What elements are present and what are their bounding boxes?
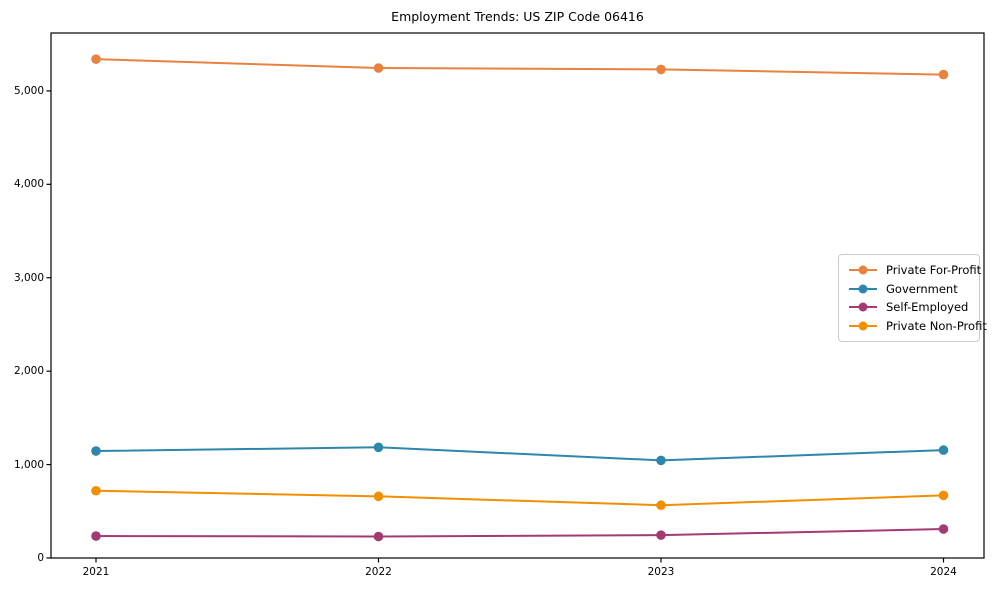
legend-marker-icon	[849, 284, 877, 294]
data-point	[656, 500, 666, 511]
data-point	[91, 531, 101, 541]
x-tick-label: 2022	[365, 566, 392, 578]
data-point	[373, 531, 384, 542]
axes-spines	[50, 32, 985, 559]
series-line	[95, 489, 944, 507]
x-tick-label: 2023	[647, 566, 675, 578]
data-point	[938, 490, 949, 501]
series-line	[95, 58, 944, 76]
data-point	[938, 69, 949, 80]
data-point	[373, 442, 384, 453]
legend-label: Self-Employed	[886, 300, 969, 315]
y-tick-label: 2,000	[13, 365, 44, 378]
legend-marker-icon	[849, 321, 877, 331]
data-point	[91, 485, 101, 496]
legend: Private For-Profit Government Self-Emplo…	[838, 254, 987, 342]
legend-label: Government	[886, 281, 958, 296]
chart-title: Employment Trends: US ZIP Code 06416	[391, 9, 644, 24]
legend-item[interactable]: Private For-Profit	[848, 261, 981, 279]
x-tick-label: 2021	[82, 566, 110, 578]
y-tick-label: 1,000	[13, 458, 44, 471]
y-tick-label: 3,000	[13, 271, 44, 284]
data-point	[938, 445, 949, 455]
x-tick-label: 2024	[930, 566, 957, 578]
data-point	[656, 64, 666, 75]
legend-marker-icon	[849, 265, 877, 275]
data-point	[656, 530, 666, 540]
legend-item[interactable]: Government	[848, 280, 971, 298]
data-point	[91, 54, 101, 64]
data-point	[656, 455, 666, 466]
legend-label: Private For-Profit	[886, 263, 982, 277]
legend-marker-icon	[849, 302, 877, 312]
legend-label: Private Non-Profit	[886, 318, 987, 333]
series-line	[95, 528, 944, 538]
y-tick-label: 0	[37, 552, 44, 564]
legend-item[interactable]: Self-Employed	[848, 298, 971, 316]
data-point	[938, 524, 949, 534]
data-point	[373, 63, 384, 73]
series-line	[95, 446, 944, 462]
data-point	[91, 446, 101, 456]
y-tick-label: 4,000	[13, 178, 44, 191]
data-point	[373, 491, 384, 502]
legend-item[interactable]: Private Non-Profit	[848, 317, 987, 335]
y-tick-label: 5,000	[13, 84, 44, 97]
